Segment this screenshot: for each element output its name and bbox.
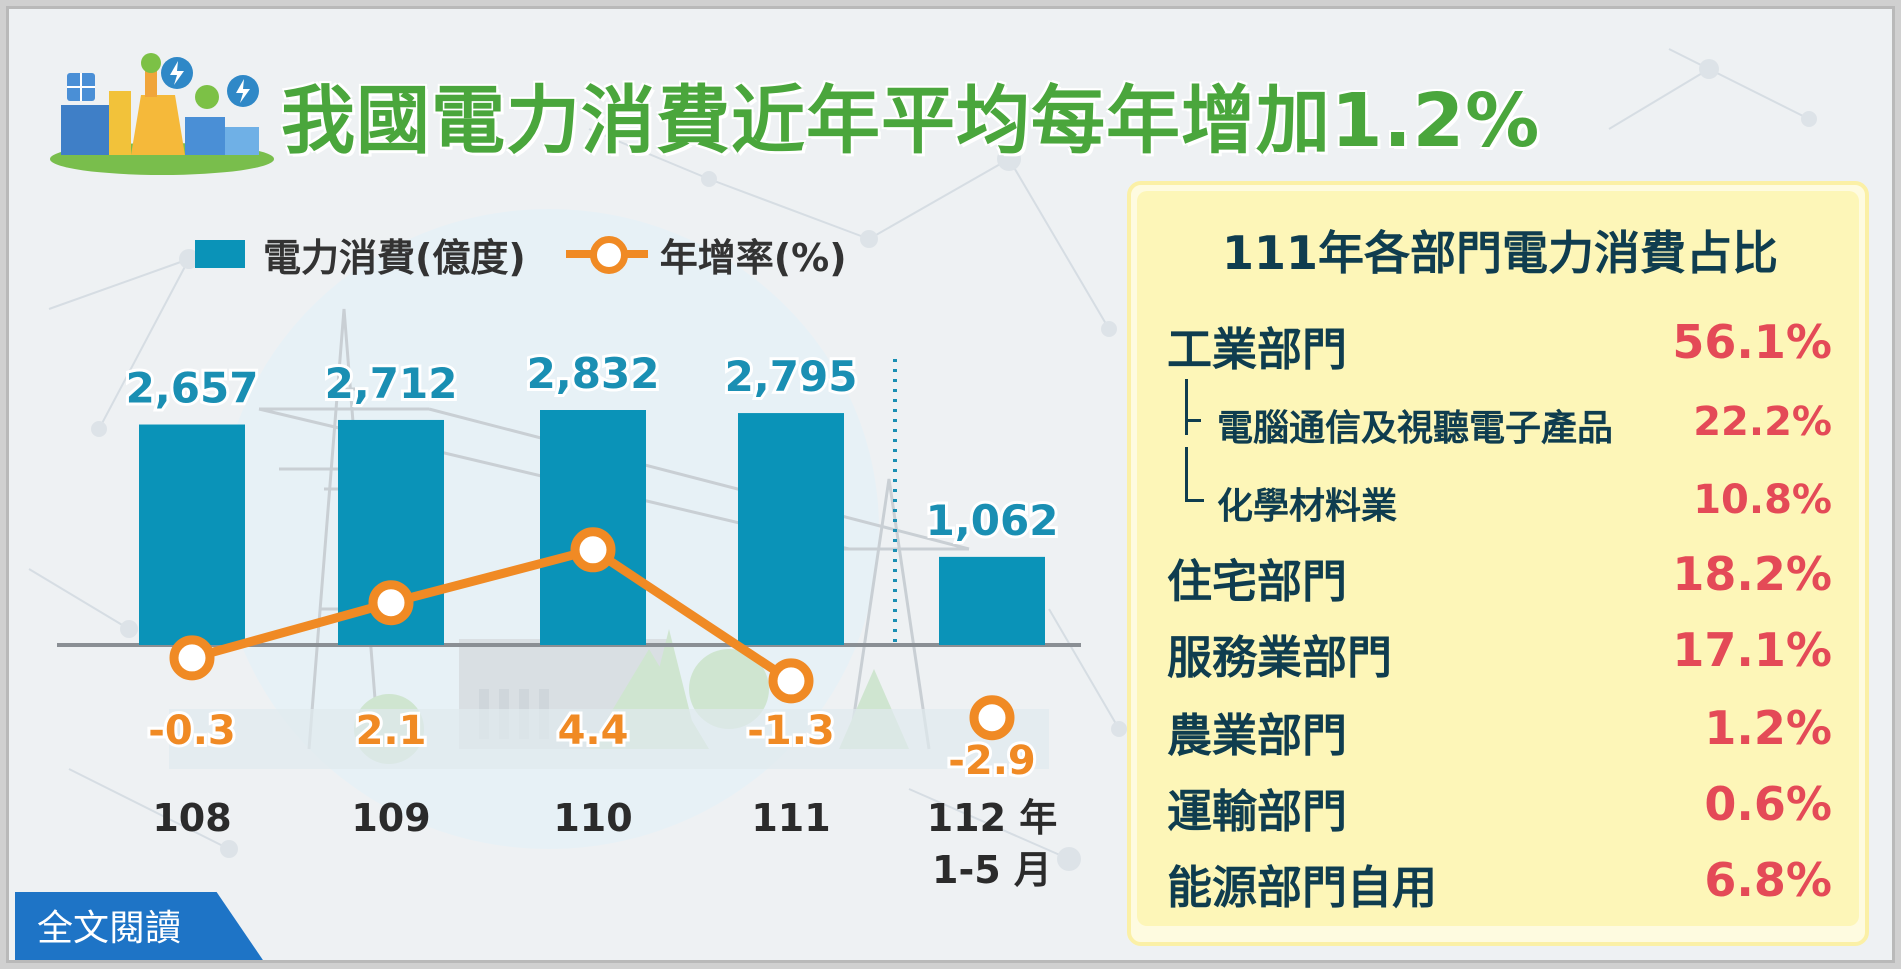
sector-row: 住宅部門 18.2% <box>1167 545 1832 608</box>
sector-value: 1.2% <box>1704 701 1832 755</box>
electricity-chart: 2,657 2,712 2,832 2,795 1,062 -0.3 2.1 4.4 -1.3 -… <box>57 346 1081 892</box>
sector-label: 工業部門 <box>1167 323 1348 376</box>
growth-point-0 <box>169 635 215 681</box>
tree-connector <box>1185 447 1204 502</box>
bar-value-label-3: 2,795 <box>725 352 858 401</box>
x-tick-label-4-0: 112 年 <box>927 796 1058 840</box>
growth-rate-label-3: -1.3 <box>747 708 834 754</box>
sector-row: 農業部門 1.2% <box>1167 699 1832 762</box>
legend-line-label: 年增率(%) <box>659 235 847 280</box>
growth-rate-label-4: -2.9 <box>948 738 1035 784</box>
sector-value: 6.8% <box>1704 853 1832 907</box>
subsector-value: 10.8% <box>1693 477 1832 523</box>
x-tick-label-4-1: 1-5 月 <box>932 848 1052 892</box>
tree-connector-tick <box>1185 419 1201 422</box>
sector-value: 0.6% <box>1704 777 1832 831</box>
sector-row: 工業部門 56.1% <box>1167 313 1832 376</box>
legend-bar-swatch <box>195 240 245 268</box>
growth-rate-line <box>190 545 794 685</box>
panel-title: 111年各部門電力消費占比 <box>1221 226 1779 280</box>
sector-share-panel-inner <box>1137 191 1859 926</box>
page-title: 我國電力消費近年平均每年增加1.2% <box>281 78 1541 164</box>
bar-value-label-1: 2,712 <box>325 359 458 408</box>
subsector-label: 化學材料業 <box>1217 486 1398 527</box>
growth-point-2 <box>570 527 616 573</box>
growth-point-1 <box>368 580 414 626</box>
growth-rate-label-0: -0.3 <box>148 708 235 754</box>
sector-value: 56.1% <box>1672 315 1832 369</box>
subsector-row: 化學材料業 10.8% <box>1167 447 1832 531</box>
sector-label: 住宅部門 <box>1167 555 1348 608</box>
sector-row: 運輸部門 0.6% <box>1167 775 1832 838</box>
sector-label: 農業部門 <box>1167 709 1348 762</box>
bar-value-label-2: 2,832 <box>527 349 660 398</box>
x-tick-label-3: 111 <box>751 796 830 840</box>
x-tick-label-2: 110 <box>553 796 632 840</box>
subsector-value: 22.2% <box>1693 399 1832 445</box>
growth-rate-label-1: 2.1 <box>356 708 427 754</box>
chart-legend: 電力消費(億度) 年增率(%) <box>195 229 847 280</box>
x-tick-label-0: 108 <box>152 796 231 840</box>
sector-label: 運輸部門 <box>1167 785 1348 838</box>
growth-point-3 <box>768 658 814 704</box>
legend-bar-label: 電力消費(億度) <box>263 235 526 280</box>
sector-label: 能源部門自用 <box>1167 861 1438 914</box>
subsector-row: 電腦通信及視聽電子產品 22.2% <box>1167 379 1832 453</box>
legend-line-swatch <box>565 234 648 274</box>
tree-connector <box>1185 379 1204 435</box>
subsector-label: 電腦通信及視聽電子產品 <box>1217 408 1614 449</box>
x-tick-label-1: 109 <box>351 796 430 840</box>
bar-4 <box>939 556 1045 645</box>
sector-value: 18.2% <box>1672 547 1832 601</box>
sector-row: 服務業部門 17.1% <box>1167 621 1832 684</box>
factory-illustration-icon <box>50 53 274 175</box>
bar-3 <box>738 413 844 645</box>
growth-rate-label-2: 4.4 <box>558 708 629 754</box>
bar-value-label-0: 2,657 <box>126 364 259 413</box>
sector-value: 17.1% <box>1672 623 1832 677</box>
bar-value-label-4: 1,062 <box>926 496 1059 545</box>
bar-0 <box>139 424 245 645</box>
growth-point-4 <box>969 695 1015 741</box>
infographic-frame: 我國電力消費近年平均每年增加1.2% 電力消費(億度) 年增率(%) 2,657… <box>6 6 1895 963</box>
sector-row: 能源部門自用 6.8% <box>1167 851 1832 914</box>
sector-label: 服務業部門 <box>1167 631 1393 684</box>
